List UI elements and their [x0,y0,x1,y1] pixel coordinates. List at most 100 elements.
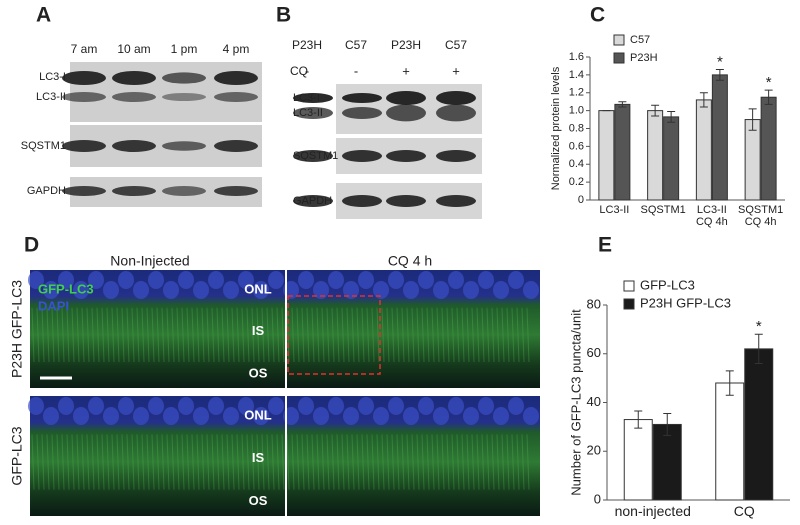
fiber [276,434,280,490]
nucleus [43,407,59,425]
bar [695,99,712,201]
fiber [411,434,415,490]
fiber [326,434,330,490]
fiber [521,434,525,490]
fiber [451,434,455,490]
fiber [486,434,490,490]
nucleus [163,281,179,299]
row-label: LC3-I [39,71,66,83]
row-label: LC3-II [293,107,323,119]
fiber [391,307,395,363]
nucleus [478,397,494,415]
fiber [516,434,520,490]
fiber [346,307,350,363]
nucleus [88,397,104,415]
nucleus [238,271,254,289]
nucleus [523,407,539,425]
nucleus [73,281,89,299]
row-label: LC3-I [293,92,320,104]
y-tick-label: 0.4 [569,158,584,170]
fiber [81,434,85,490]
legend-label: P23H GFP-LC3 [640,295,731,310]
layer-label: OS [249,365,268,380]
x-tick-label: LC3-II [599,204,630,216]
bar [715,382,745,501]
fiber [261,434,265,490]
fiber [376,434,380,490]
nucleus [463,281,479,299]
fiber [96,434,100,490]
fiber [321,434,325,490]
layer-label: IS [252,323,265,338]
fiber [421,307,425,363]
fiber [61,434,65,490]
fiber [296,434,300,490]
y-tick-label: 0.6 [569,140,584,152]
nucleus [28,397,44,415]
fiber [31,434,35,490]
fiber [106,307,110,363]
bar [647,110,664,201]
blot-band [62,92,106,102]
fiber [381,307,385,363]
fiber [111,307,115,363]
blot-band [386,195,426,207]
fiber [181,307,185,363]
fiber [266,307,270,363]
fiber [211,307,215,363]
fiber [101,434,105,490]
fiber [511,307,515,363]
blot-band [436,195,476,207]
fiber [161,307,165,363]
fiber [456,434,460,490]
fiber [361,434,365,490]
panel-label: D [24,234,39,257]
fiber [331,434,335,490]
fiber [391,434,395,490]
nucleus [388,271,404,289]
blot-band [436,104,476,122]
fiber [491,434,495,490]
fiber [91,434,95,490]
column-label: P23H [292,38,322,52]
blot-band [342,107,382,119]
nucleus [178,397,194,415]
fiber [306,434,310,490]
x-tick-label: CQ [733,503,755,519]
fiber [126,434,130,490]
fiber [296,307,300,363]
legend-swatch [623,298,635,310]
y-tick-label: 1.4 [569,69,584,81]
fiber [261,307,265,363]
nucleus [28,271,44,289]
fiber [81,307,85,363]
significance-marker: * [756,318,762,335]
fiber [181,434,185,490]
fiber [466,434,470,490]
layer-label: IS [252,450,265,465]
fiber [496,434,500,490]
x-tick-label: non-injected [614,503,691,519]
fiber [156,434,160,490]
fiber [361,307,365,363]
fiber [76,307,80,363]
fiber [86,307,90,363]
fiber [501,307,505,363]
fiber [471,307,475,363]
bar [614,103,631,201]
fiber [241,434,245,490]
fiber [211,434,215,490]
nucleus [193,407,209,425]
fiber [426,434,430,490]
legend-swatch [623,280,635,292]
row-label: SQSTM1 [21,140,66,152]
x-tick-label: SQSTM1 CQ 4h [738,204,784,229]
fiber [481,434,485,490]
y-tick-label: 1.0 [569,105,584,117]
fiber [136,307,140,363]
fiber [466,307,470,363]
blot-band [162,72,206,84]
fiber [301,307,305,363]
fiber [366,434,370,490]
fiber [201,307,205,363]
